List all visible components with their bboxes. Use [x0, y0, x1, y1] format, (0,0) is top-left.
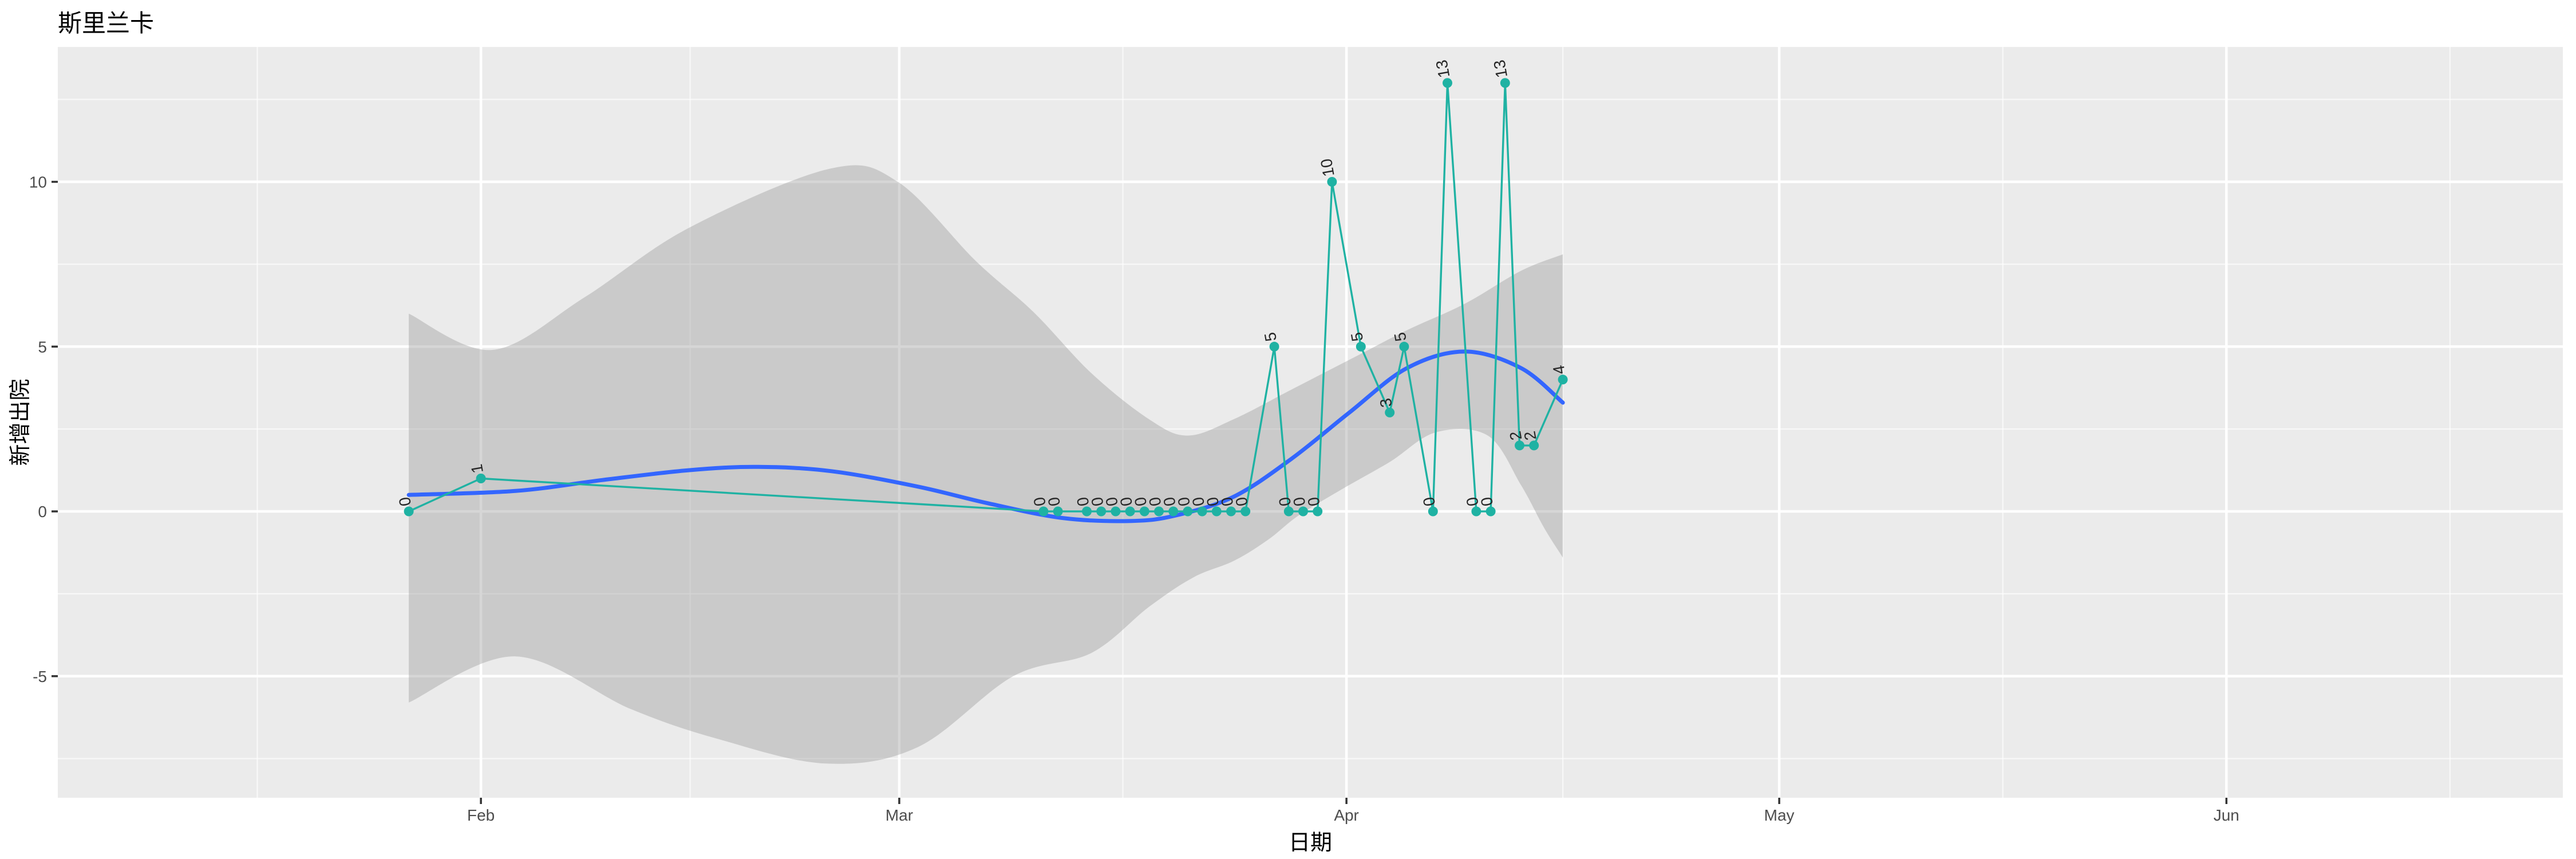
data-point-label: 0 — [1275, 496, 1294, 508]
data-point — [1096, 506, 1107, 517]
data-point — [1385, 407, 1395, 417]
data-point — [476, 474, 486, 483]
smooth-trend-group — [406, 349, 1565, 523]
data-point — [1139, 506, 1149, 517]
data-point — [1082, 506, 1092, 517]
data-point-label: 0 — [1131, 496, 1150, 508]
plot-panel — [58, 47, 2563, 798]
data-point-label: 0 — [1145, 496, 1164, 508]
data-point — [1053, 506, 1063, 517]
data-point — [1240, 506, 1251, 517]
x-axis-title: 日期 — [1289, 831, 1332, 855]
confidence-band — [409, 165, 1563, 764]
data-point — [1283, 506, 1294, 517]
data-point-label: 0 — [1477, 496, 1496, 508]
data-point — [1529, 440, 1539, 451]
data-point — [1168, 506, 1179, 517]
y-tick-label: 0 — [38, 503, 47, 521]
data-point — [1298, 506, 1308, 517]
data-point-label: 13 — [1432, 58, 1453, 79]
data-point-label: 0 — [1175, 496, 1194, 508]
data-point — [1399, 341, 1409, 352]
confidence-band-group — [409, 165, 1563, 764]
x-tick-label: Feb — [467, 806, 495, 824]
data-point — [1125, 506, 1135, 517]
data-point — [1485, 506, 1496, 517]
data-point-label: 2 — [1506, 430, 1525, 442]
data-point-label: 0 — [1189, 496, 1208, 508]
data-point — [1183, 506, 1193, 517]
data-point — [1226, 506, 1236, 517]
data-point-label: 0 — [1218, 496, 1236, 508]
data-point-label: 0 — [1117, 496, 1136, 508]
data-point — [1428, 506, 1438, 517]
data-point-label: 0 — [1103, 496, 1121, 508]
data-point-label: 0 — [1420, 496, 1439, 508]
data-point — [1558, 375, 1568, 385]
data-point — [1111, 506, 1121, 517]
data-point — [404, 506, 414, 517]
data-point-label: 5 — [1261, 331, 1280, 343]
data-point-label: 0 — [1088, 496, 1107, 508]
data-point — [1197, 506, 1207, 517]
data-point — [1515, 440, 1524, 451]
data-point-label: 0 — [396, 496, 414, 508]
data-point — [1500, 78, 1510, 88]
data-point-label: 0 — [1290, 496, 1309, 508]
x-tick-label: May — [1764, 806, 1795, 824]
data-point-label: 3 — [1376, 397, 1395, 409]
y-tick-label: 5 — [38, 338, 47, 356]
y-axis-title: 新增出院 — [9, 379, 33, 466]
data-point — [1443, 78, 1452, 88]
data-point-label: 0 — [1203, 496, 1222, 508]
chart-title: 斯里兰卡 — [58, 10, 154, 37]
data-point — [1356, 341, 1366, 352]
data-point-label: 0 — [1304, 496, 1323, 508]
y-tick-label: 10 — [29, 174, 47, 191]
data-point-label: 5 — [1348, 331, 1366, 343]
data-point — [1154, 506, 1164, 517]
data-point — [1269, 341, 1279, 352]
data-point-label: 0 — [1463, 496, 1482, 508]
data-point — [1327, 177, 1337, 187]
data-point-label: 13 — [1490, 58, 1511, 79]
y-tick-label: -5 — [33, 668, 47, 685]
data-point-label: 1 — [468, 463, 487, 475]
smooth-trend-line — [406, 349, 1565, 523]
data-point-label: 0 — [1232, 496, 1251, 508]
data-point — [1313, 506, 1323, 517]
data-point-label: 0 — [1073, 496, 1092, 508]
data-point — [1471, 506, 1481, 517]
data-point-label: 10 — [1317, 157, 1338, 178]
data-point-label: 2 — [1520, 430, 1539, 442]
data-point-label: 0 — [1030, 496, 1049, 508]
data-point — [1211, 506, 1222, 517]
x-tick-label: Apr — [1334, 806, 1359, 824]
data-point-label: 0 — [1160, 496, 1179, 508]
data-series-group — [404, 78, 1568, 517]
gridlines-minor — [58, 47, 2563, 798]
x-tick-label: Jun — [2214, 806, 2239, 824]
data-point-label: 4 — [1550, 364, 1568, 376]
x-tick-label: Mar — [886, 806, 913, 824]
data-point-label: 5 — [1391, 331, 1410, 343]
data-point — [1038, 506, 1049, 517]
data-point-label: 0 — [1045, 496, 1064, 508]
